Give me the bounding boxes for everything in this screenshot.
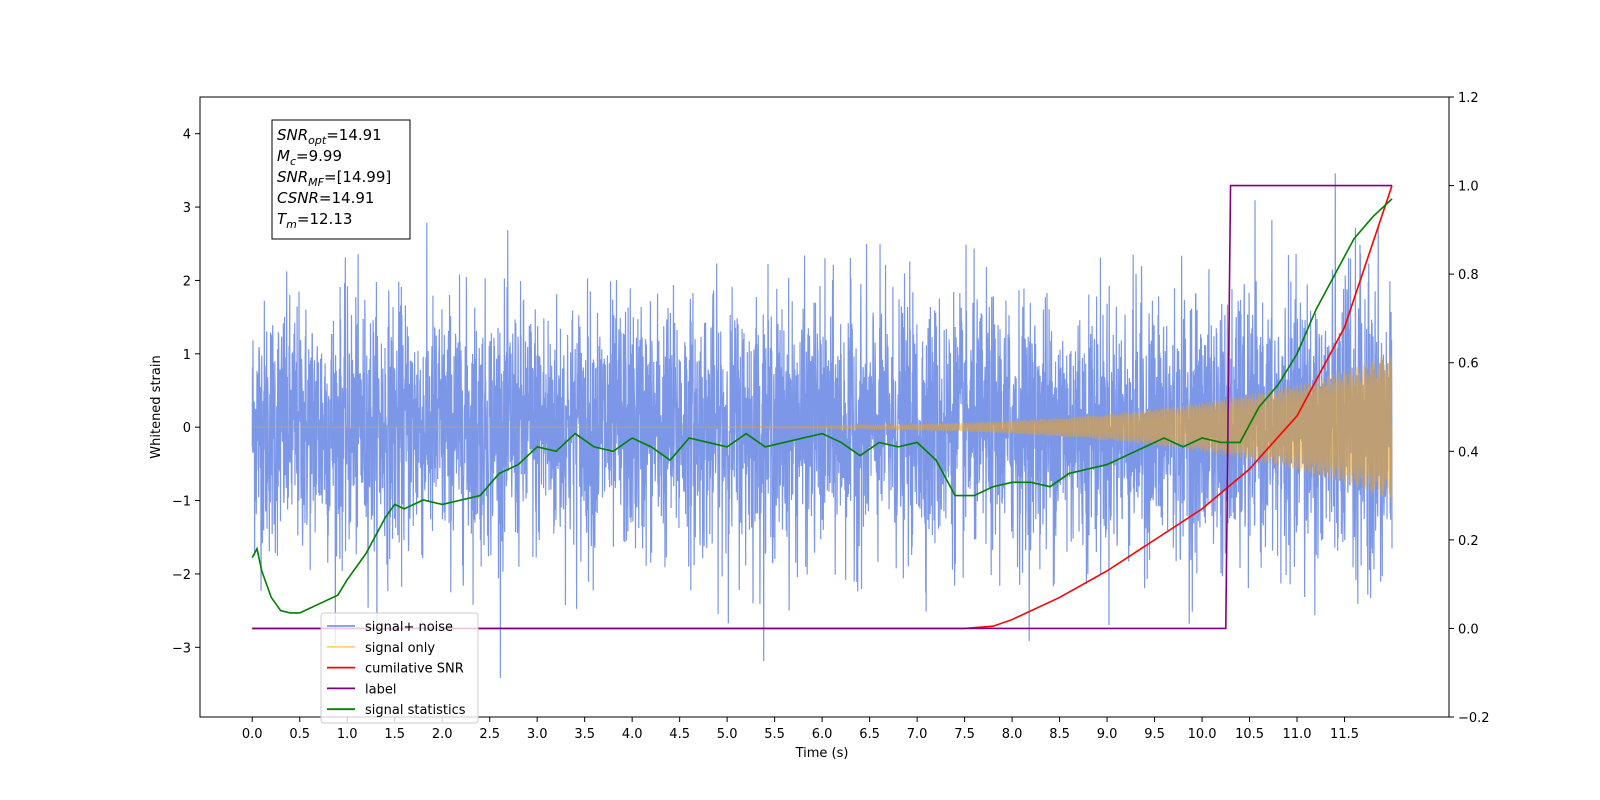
y-right-tick-label: 0.0 bbox=[1458, 622, 1479, 637]
y-left-tick-label: −1 bbox=[172, 495, 191, 510]
info-line: CSNR=14.91 bbox=[277, 189, 374, 207]
info-line-value: =9.99 bbox=[296, 147, 342, 165]
x-tick-label: 0.5 bbox=[289, 727, 310, 742]
info-line-symbol: SNR bbox=[277, 168, 308, 186]
info-line: Tm=12.13 bbox=[277, 210, 352, 231]
x-axis-label: Time (s) bbox=[795, 746, 849, 761]
x-tick-label: 11.5 bbox=[1330, 727, 1359, 742]
info-line-subscript: c bbox=[290, 155, 296, 168]
y-right-tick-label: 1.0 bbox=[1458, 180, 1479, 195]
y-axis-right: −0.2 0.0 0.2 0.4 0.6 0.8 1.0 1.2 bbox=[1449, 91, 1490, 726]
x-tick-label: 0.0 bbox=[242, 727, 263, 742]
y-left-tick-label: −3 bbox=[172, 641, 191, 656]
x-tick-label: 10.0 bbox=[1188, 727, 1217, 742]
y-left-tick-label: 1 bbox=[183, 348, 191, 363]
legend-entry-label: signal statistics bbox=[365, 703, 466, 718]
series-signal-only bbox=[252, 354, 1393, 501]
y-axis-left: −3 −2 −1 0 1 2 3 4 bbox=[172, 128, 200, 656]
info-line-subscript: m bbox=[286, 218, 297, 231]
y-right-tick-label: 0.2 bbox=[1458, 534, 1479, 549]
y-right-tick-label: 1.2 bbox=[1458, 91, 1479, 106]
legend-entry-label: cumilative SNR bbox=[365, 662, 464, 677]
x-tick-label: 3.5 bbox=[574, 727, 595, 742]
series-cumulative-snr bbox=[252, 185, 1393, 630]
y-axis-label: Whitened strain bbox=[149, 355, 164, 458]
x-tick-label: 7.5 bbox=[954, 727, 975, 742]
info-line-subscript: opt bbox=[308, 134, 327, 147]
series-signal-noise bbox=[251, 173, 1393, 678]
x-tick-label: 7.0 bbox=[907, 727, 928, 742]
y-left-tick-label: 3 bbox=[183, 201, 191, 216]
info-line: Mc=9.99 bbox=[277, 147, 342, 168]
x-tick-label: 11.0 bbox=[1283, 727, 1312, 742]
info-line-symbol: SNR bbox=[277, 126, 308, 144]
info-line-value: =[14.99] bbox=[324, 168, 391, 186]
info-line-subscript: MF bbox=[308, 176, 324, 189]
legend-entry-label: label bbox=[365, 682, 396, 697]
info-line-symbol: M bbox=[277, 147, 290, 165]
info-box-frame bbox=[271, 119, 411, 240]
info-line-value: =12.13 bbox=[297, 210, 353, 228]
x-tick-label: 5.0 bbox=[717, 727, 738, 742]
y-right-tick-label: −0.2 bbox=[1458, 711, 1490, 726]
y-left-tick-label: 4 bbox=[183, 128, 191, 143]
series-signal-statistics bbox=[251, 198, 1393, 614]
y-right-tick-label: 0.6 bbox=[1458, 357, 1479, 372]
legend-frame bbox=[320, 612, 479, 724]
x-tick-label: 9.0 bbox=[1097, 727, 1118, 742]
y-right-tick-label: 0.4 bbox=[1458, 445, 1479, 460]
x-tick-label: 4.0 bbox=[622, 727, 643, 742]
series-label bbox=[252, 184, 1393, 630]
x-tick-label: 1.5 bbox=[384, 727, 405, 742]
info-box: SNRopt=14.91Mc=9.99SNRMF=[14.99]CSNR=14.… bbox=[271, 119, 411, 240]
x-tick-label: 1.0 bbox=[337, 727, 358, 742]
x-tick-label: 8.5 bbox=[1049, 727, 1070, 742]
y-left-tick-label: 0 bbox=[183, 421, 191, 436]
x-tick-label: 6.5 bbox=[859, 727, 880, 742]
x-tick-label: 2.0 bbox=[432, 727, 453, 742]
x-tick-label: 2.5 bbox=[479, 727, 500, 742]
legend-entry-label: signal+ noise bbox=[365, 620, 453, 635]
x-tick-label: 10.5 bbox=[1235, 727, 1264, 742]
x-tick-label: 3.0 bbox=[527, 727, 548, 742]
y-left-tick-label: 2 bbox=[183, 274, 191, 289]
info-line: SNRMF=[14.99] bbox=[277, 168, 391, 189]
y-right-tick-label: 0.8 bbox=[1458, 268, 1479, 283]
info-line-value: =14.91 bbox=[319, 189, 375, 207]
info-line-symbol: T bbox=[277, 210, 288, 228]
x-tick-label: 6.0 bbox=[812, 727, 833, 742]
x-axis: 0.0 0.5 1.0 1.5 2.0 2.5 3.0 3.5 4.0 4.5 5.0 5.5 6.0 6… bbox=[242, 717, 1359, 742]
x-tick-label: 8.0 bbox=[1002, 727, 1023, 742]
x-tick-label: 9.5 bbox=[1144, 727, 1165, 742]
info-line-value: =14.91 bbox=[326, 126, 382, 144]
x-tick-label: 4.5 bbox=[669, 727, 690, 742]
legend-entry-label: signal only bbox=[365, 641, 435, 656]
x-tick-label: 5.5 bbox=[764, 727, 785, 742]
plot-frame bbox=[199, 96, 1450, 718]
info-line-symbol: CSNR bbox=[277, 189, 319, 207]
legend: signal+ noise signal only cumilative SNR la… bbox=[320, 612, 479, 724]
info-line: SNRopt=14.91 bbox=[277, 126, 382, 147]
y-left-tick-label: −2 bbox=[172, 568, 191, 583]
